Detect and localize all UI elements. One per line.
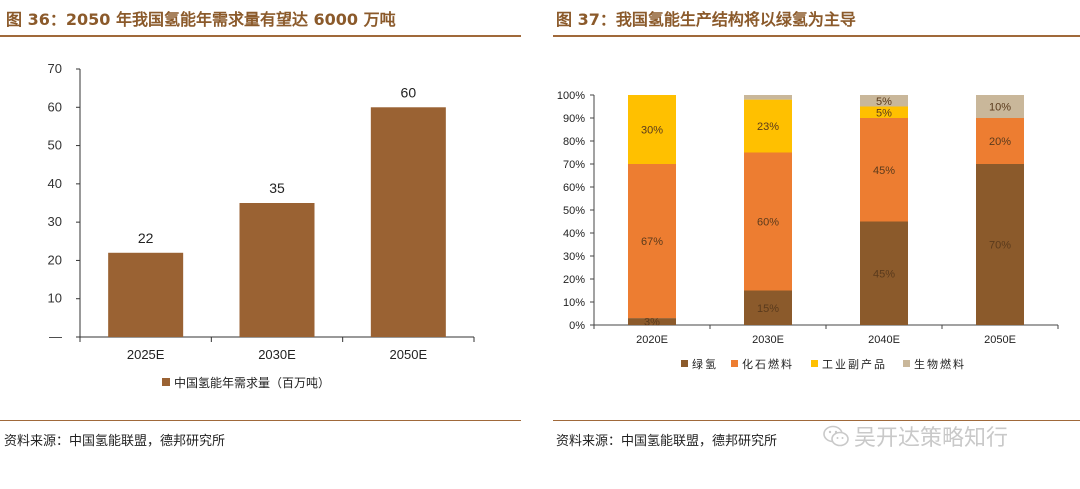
- segment-生物燃料-2040E: [860, 95, 908, 107]
- x-tick-label: 2030E: [258, 347, 296, 362]
- bar-2050E: [370, 107, 446, 338]
- legend-swatch: [731, 360, 738, 367]
- right-title-rule: [553, 35, 1080, 37]
- segment-工业副产品-2020E: [628, 95, 676, 164]
- structure-stacked-chart: 0% 10% 20% 30% 40% 50% 60% 70% 80% 90% 100% 3% 67% 30…: [557, 90, 1059, 371]
- legend-swatch: [681, 360, 688, 367]
- y-tick-label: 30: [48, 214, 62, 229]
- segment-工业副产品-2040E: [860, 106, 908, 118]
- bar-2025E: [108, 252, 184, 337]
- legend-label: 中国氢能年需求量（百万吨）: [174, 375, 330, 390]
- y-tick-label: 80%: [563, 136, 585, 148]
- segment-工业副产品-2030E: [744, 99, 792, 153]
- segment-label: 5%: [876, 107, 892, 119]
- y-tick-label: 50: [48, 138, 62, 153]
- y-tick-label: 40: [48, 176, 62, 191]
- x-tick-label: 2050E: [390, 347, 428, 362]
- segment-label: 30%: [641, 125, 663, 137]
- legend-swatch: [162, 378, 170, 386]
- legend-label: 化石燃料: [742, 357, 794, 371]
- left-title-rule: [0, 35, 521, 37]
- y-tick-label: 70%: [563, 159, 585, 171]
- wechat-icon: [822, 424, 850, 454]
- y-tick-label: 10: [48, 291, 62, 306]
- y-tick-label: 10%: [563, 297, 585, 309]
- y-tick-label: 30%: [563, 251, 585, 263]
- bar-2030E: [239, 203, 315, 337]
- x-tick-label: 2050E: [984, 334, 1016, 346]
- y-tick-label: 20%: [563, 274, 585, 286]
- legend-swatch: [811, 360, 818, 367]
- segment-绿氢-2050E: [976, 164, 1024, 325]
- segment-label: 15%: [757, 303, 779, 315]
- legend-label: 生物燃料: [914, 357, 966, 371]
- segment-生物燃料-2050E: [976, 95, 1024, 118]
- y-tick-label: 0%: [569, 320, 585, 332]
- segment-label: 20%: [989, 136, 1011, 148]
- left-source: 资料来源：中国氢能联盟，德邦研究所: [4, 434, 226, 449]
- segment-绿氢-2030E: [744, 290, 792, 325]
- segment-化石燃料-2050E: [976, 118, 1024, 164]
- right-source-rule: [553, 420, 1080, 421]
- segment-label: 3%: [644, 317, 660, 329]
- x-tick-label: 2025E: [127, 347, 165, 362]
- segment-绿氢-2020E: [628, 318, 676, 325]
- segment-label: 10%: [989, 102, 1011, 114]
- y-tick-label: 50%: [563, 205, 585, 217]
- y-tick-label: 90%: [563, 113, 585, 125]
- segment-化石燃料-2040E: [860, 118, 908, 222]
- watermark: 吴开达策略知行: [822, 420, 1008, 454]
- y-tick-label: 60%: [563, 182, 585, 194]
- y-tick-label: 60: [48, 99, 62, 114]
- legend-label: 绿氢: [692, 357, 718, 371]
- segment-label: 70%: [989, 240, 1011, 252]
- y-tick-label: —: [49, 329, 62, 344]
- demand-bar-chart: — 10 20 30 40 50 60 70 22 2025E 35 2030E 60 2050E 中国氢能…: [48, 61, 475, 390]
- segment-label: 67%: [641, 236, 663, 248]
- bar-value-label: 35: [269, 180, 285, 196]
- legend-label: 工业副产品: [822, 357, 887, 371]
- left-source-rule: [0, 420, 521, 421]
- segment-label: 45%: [873, 268, 895, 280]
- right-chart-title: 图 37：我国氢能生产结构将以绿氢为主导: [556, 10, 856, 29]
- legend-swatch: [903, 360, 910, 367]
- watermark-text: 吴开达策略知行: [854, 426, 1009, 451]
- segment-绿氢-2040E: [860, 221, 908, 325]
- bar-value-label: 60: [401, 84, 417, 100]
- x-tick-label: 2040E: [868, 334, 900, 346]
- y-tick-label: 20: [48, 252, 62, 267]
- bar-value-label: 22: [138, 230, 154, 246]
- segment-label: 60%: [757, 217, 779, 229]
- right-source: 资料来源：中国氢能联盟，德邦研究所: [556, 434, 778, 449]
- segment-label: 45%: [873, 165, 895, 177]
- y-tick-label: 40%: [563, 228, 585, 240]
- segment-化石燃料-2020E: [628, 164, 676, 319]
- segment-label: 23%: [757, 121, 779, 133]
- segment-生物燃料-2030E: [744, 95, 792, 100]
- x-tick-label: 2020E: [636, 334, 668, 346]
- y-tick-label: 100%: [557, 90, 585, 102]
- left-chart-title: 图 36：2050 年我国氢能年需求量有望达 6000 万吨: [6, 10, 396, 29]
- y-tick-label: 70: [48, 61, 62, 76]
- x-tick-label: 2030E: [752, 334, 784, 346]
- segment-label: 5%: [876, 96, 892, 108]
- segment-化石燃料-2030E: [744, 152, 792, 291]
